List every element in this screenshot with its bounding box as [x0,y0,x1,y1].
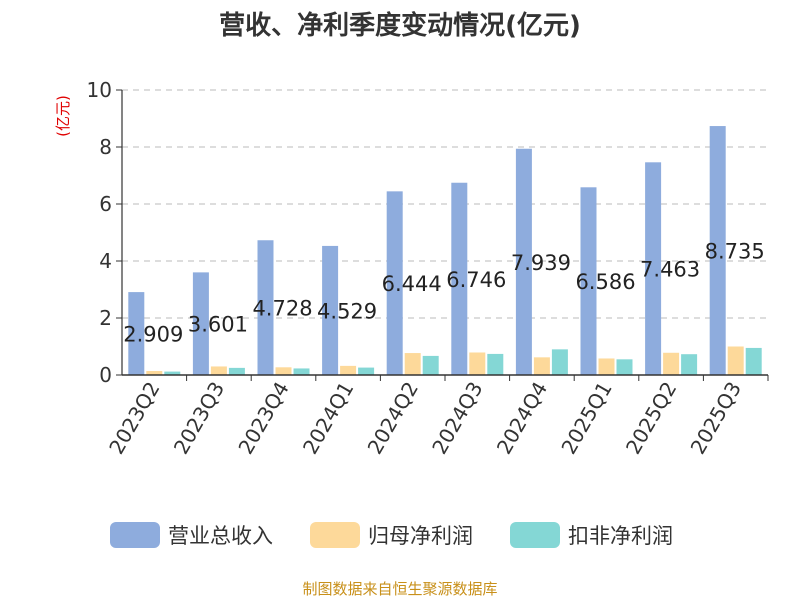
bar-1-2024Q2 [386,191,403,375]
legend-label: 扣非净利润 [568,524,673,548]
data-label: 4.728 [252,297,312,321]
bar-2-2024Q4 [533,357,550,375]
bar-1-2023Q4 [257,240,274,375]
y-tick-label: 6 [99,192,112,216]
bar-3-2024Q4 [551,349,568,375]
legend[interactable]: 营业总收入 归母净利润 扣非净利润 [110,522,673,548]
data-label: 3.601 [188,313,248,337]
data-label: 2.909 [123,323,183,347]
bar-2-2023Q2 [146,371,163,375]
bar-3-2025Q3 [745,347,762,375]
bar-1-2023Q3 [192,272,209,375]
x-tick-label: 2023Q2 [104,378,164,459]
bar-3-2024Q3 [487,353,504,375]
x-tick-label: 2025Q1 [556,378,616,459]
source-note: 制图数据来自恒生聚源数据库 [302,580,497,598]
chart-title: 营收、净利季度变动情况(亿元) [219,10,581,41]
data-label: 7.939 [511,251,571,275]
data-label: 6.444 [382,272,442,296]
x-tick-label: 2025Q2 [621,378,681,459]
bar-2-2023Q4 [275,367,292,375]
x-tick-label: 2024Q2 [363,378,423,459]
legend-item-1[interactable]: 营业总收入 [110,522,273,548]
bar-1-2024Q3 [451,182,468,375]
bar-3-2023Q2 [164,371,181,375]
x-tick-label: 2023Q3 [169,378,229,459]
grid-lines [122,89,768,319]
bar-2-2024Q3 [469,352,486,375]
bar-3-2025Q1 [616,359,633,375]
legend-item-3[interactable]: 扣非净利润 [510,522,673,548]
legend-swatch [310,522,360,548]
bar-1-2025Q1 [580,187,597,375]
legend-swatch [110,522,160,548]
bar-2-2025Q3 [727,346,744,375]
x-tick-label: 2025Q3 [686,378,746,459]
x-tick-label: 2024Q4 [492,378,552,459]
bar-1-2023Q2 [128,292,145,375]
legend-label: 营业总收入 [168,524,273,548]
y-axis-unit: (亿元) [54,95,72,137]
x-tick-label: 2023Q4 [233,378,293,459]
data-label: 7.463 [640,258,700,282]
bar-3-2023Q4 [293,368,310,375]
data-label: 6.586 [575,270,635,294]
bar-2-2024Q2 [404,353,421,375]
bar-2-2024Q1 [340,365,357,375]
bar-1-2024Q4 [515,148,532,375]
y-tick-label: 4 [99,249,112,273]
bar-2-2025Q2 [663,352,680,375]
y-tick-label: 0 [99,363,112,387]
bar-3-2024Q1 [358,367,375,375]
bars [128,126,762,376]
data-label: 8.735 [705,240,765,264]
y-tick-label: 2 [99,306,112,330]
bar-2-2025Q1 [598,358,615,375]
bar-2-2023Q3 [210,366,227,375]
x-tick-label: 2024Q1 [298,378,358,459]
legend-label: 归母净利润 [368,524,473,548]
data-label: 4.529 [317,299,377,323]
bar-1-2025Q3 [709,126,726,376]
y-tick-label: 10 [87,78,112,102]
x-tick-label: 2024Q3 [427,378,487,459]
bar-1-2024Q1 [322,245,339,375]
bar-3-2025Q2 [681,354,698,375]
data-label: 6.746 [446,268,506,292]
bar-3-2023Q3 [228,367,245,375]
legend-item-2[interactable]: 归母净利润 [310,522,473,548]
bar-3-2024Q2 [422,355,439,375]
legend-swatch [510,522,560,548]
bar-1-2025Q2 [645,162,662,375]
y-tick-label: 8 [99,135,112,159]
